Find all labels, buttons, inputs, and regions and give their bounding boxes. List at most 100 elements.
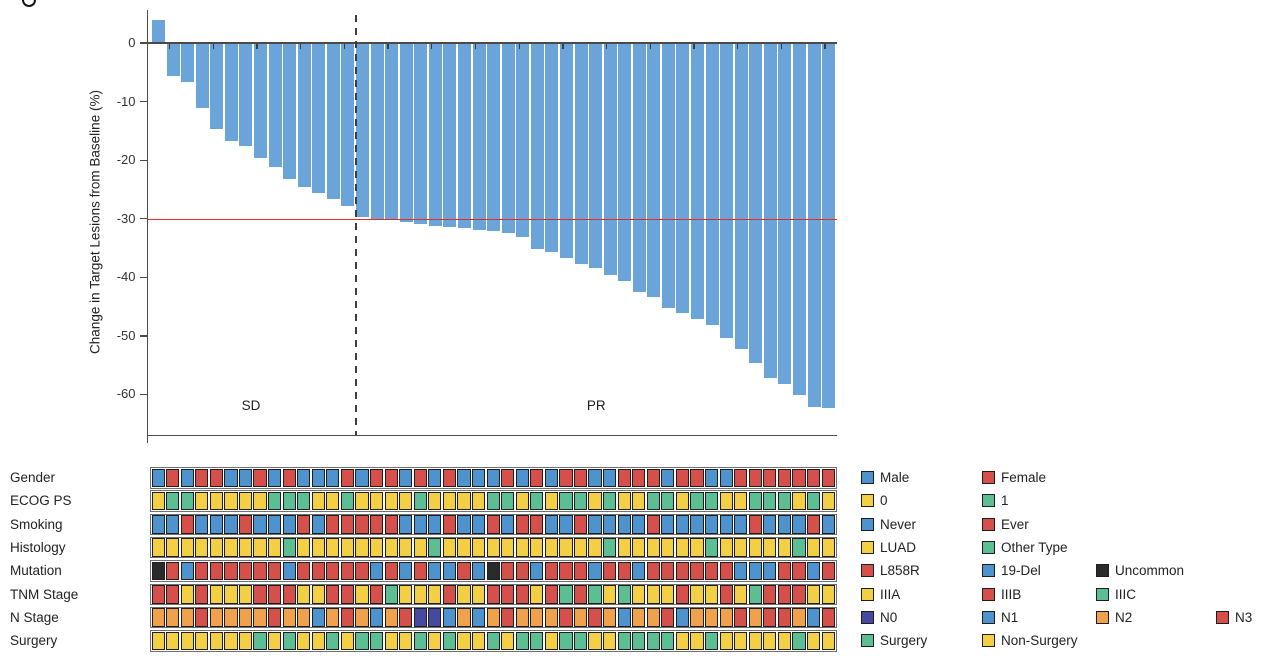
annotation-cell bbox=[573, 561, 588, 581]
annotation-cell bbox=[166, 631, 180, 651]
annotation-cell bbox=[573, 608, 588, 627]
annotation-row-label: TNM Stage bbox=[10, 586, 79, 602]
annotation-cell bbox=[413, 491, 427, 511]
waterfall-bar bbox=[807, 44, 821, 408]
y-axis-tick bbox=[139, 42, 147, 44]
annotation-cell bbox=[661, 515, 675, 534]
waterfall-bar bbox=[399, 44, 413, 223]
x-axis-tick bbox=[212, 44, 214, 49]
y-axis-tick bbox=[139, 335, 147, 337]
annotation-cell bbox=[588, 561, 602, 581]
legend-swatch bbox=[982, 610, 995, 624]
x-axis-tick bbox=[693, 44, 695, 49]
annotation-cell bbox=[734, 631, 748, 651]
annotation-cell bbox=[413, 515, 427, 534]
annotation-cell bbox=[224, 631, 238, 651]
legend-item-label: L858R bbox=[880, 563, 920, 579]
annotation-cell bbox=[632, 491, 646, 511]
legend-item-label: 1 bbox=[1001, 493, 1009, 509]
annotation-cell bbox=[297, 538, 311, 557]
annotation-row-label: Surgery bbox=[10, 633, 58, 649]
waterfall-bar bbox=[428, 44, 442, 226]
annotation-row-label: N Stage bbox=[10, 609, 59, 625]
annotation-cell bbox=[632, 585, 646, 604]
annotation-cell bbox=[238, 561, 253, 581]
annotation-row-label: Histology bbox=[10, 539, 66, 555]
annotation-cell bbox=[238, 608, 253, 627]
annotation-cell bbox=[326, 538, 340, 557]
y-axis-tick bbox=[139, 100, 147, 103]
annotation-cell bbox=[253, 608, 267, 627]
annotation-cell bbox=[559, 561, 573, 581]
annotation-cell bbox=[268, 608, 282, 627]
annotation-cell bbox=[399, 468, 413, 487]
annotation-cell bbox=[646, 585, 660, 604]
annotation-cell bbox=[763, 631, 777, 651]
annotation-cell bbox=[559, 468, 573, 487]
waterfall-bar bbox=[676, 44, 690, 314]
group-label-sd: SD bbox=[241, 398, 261, 413]
annotation-cell bbox=[690, 468, 704, 487]
y-tick-label: -20 bbox=[116, 152, 136, 168]
annotation-cell bbox=[632, 608, 646, 627]
annotation-cell bbox=[544, 491, 558, 511]
legend-swatch bbox=[861, 540, 874, 554]
annotation-cell bbox=[705, 608, 719, 627]
annotation-cell bbox=[573, 491, 588, 511]
legend-item-label: Surgery bbox=[880, 633, 928, 649]
legend-item-label: IIIC bbox=[1115, 586, 1137, 602]
annotation-cell bbox=[428, 468, 442, 487]
annotation-cell bbox=[180, 585, 194, 604]
annotation-cell bbox=[719, 561, 733, 581]
annotation-row-label: Mutation bbox=[10, 563, 62, 579]
annotation-cell bbox=[748, 608, 762, 627]
annotation-row-label: ECOG PS bbox=[10, 493, 72, 509]
annotation-cell bbox=[166, 468, 180, 487]
annotation-cell bbox=[719, 608, 733, 627]
legend-item-label: Female bbox=[1001, 470, 1047, 485]
x-axis-tick bbox=[387, 44, 389, 49]
annotation-cell bbox=[748, 491, 762, 511]
annotation-cell bbox=[573, 538, 588, 557]
x-axis-tick bbox=[824, 44, 826, 49]
annotation-cell bbox=[632, 561, 646, 581]
annotation-cell bbox=[603, 515, 617, 534]
annotation-cell bbox=[690, 538, 704, 557]
annotation-cell bbox=[705, 468, 719, 487]
annotation-cell bbox=[530, 515, 544, 534]
waterfall-bar bbox=[778, 44, 792, 384]
waterfall-bar bbox=[749, 44, 763, 364]
annotation-cell bbox=[471, 631, 486, 651]
annotation-cell bbox=[253, 515, 267, 534]
y-axis-tick bbox=[139, 218, 147, 220]
waterfall-bar bbox=[530, 44, 544, 249]
annotation-cell bbox=[384, 585, 398, 604]
annotation-cell bbox=[151, 631, 165, 651]
legend-swatch bbox=[982, 540, 995, 554]
annotation-cell bbox=[195, 515, 209, 534]
x-axis-tick bbox=[343, 44, 346, 49]
annotation-cell bbox=[457, 561, 471, 581]
waterfall-bar bbox=[516, 44, 530, 238]
annotation-cell bbox=[326, 491, 340, 511]
legend-item-label: 0 bbox=[880, 493, 888, 509]
annotation-cell bbox=[588, 585, 602, 604]
annotation-cell bbox=[675, 538, 690, 557]
annotation-cell bbox=[268, 515, 282, 534]
annotation-cell bbox=[690, 608, 704, 627]
annotation-cell bbox=[573, 585, 588, 604]
annotation-cell bbox=[777, 631, 792, 651]
waterfall-bar bbox=[166, 44, 180, 77]
annotation-cell bbox=[180, 631, 194, 651]
annotation-cell bbox=[209, 585, 223, 604]
annotation-cell bbox=[297, 631, 311, 651]
legend-swatch bbox=[861, 587, 874, 601]
annotation-cell bbox=[355, 491, 369, 511]
annotation-cell bbox=[617, 491, 631, 511]
annotation-cell bbox=[457, 631, 471, 651]
annotation-cell bbox=[326, 561, 340, 581]
annotation-cell bbox=[428, 561, 442, 581]
annotation-cell bbox=[719, 468, 733, 487]
annotation-cell bbox=[471, 515, 486, 534]
